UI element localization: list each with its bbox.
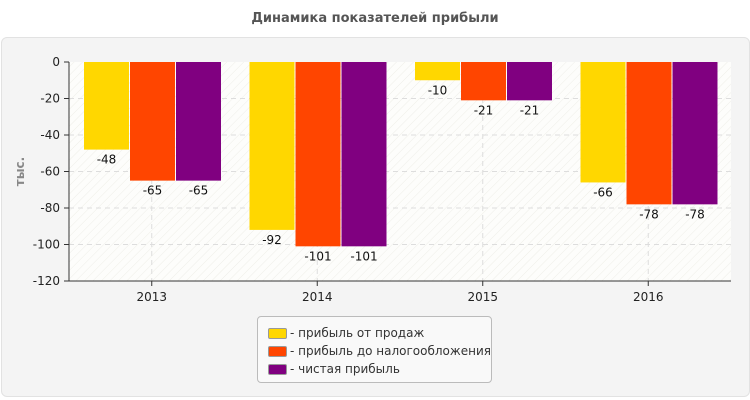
bar (176, 62, 221, 181)
bar (130, 62, 175, 181)
data-label: -21 (474, 103, 494, 117)
bar (84, 62, 129, 150)
y-tick-label: -60 (40, 165, 60, 179)
legend-swatch (268, 327, 287, 339)
y-tick-label: -40 (40, 128, 60, 142)
data-label: -92 (262, 233, 282, 247)
x-tick-label: 2013 (136, 290, 167, 304)
data-label: -65 (143, 184, 163, 198)
x-tick-label: 2016 (633, 290, 664, 304)
bar (295, 62, 341, 247)
y-axis-label: тыс. (13, 157, 27, 186)
bar (672, 62, 718, 205)
data-label: -48 (97, 153, 117, 167)
data-label: -21 (520, 103, 540, 117)
legend-label: - чистая прибыль (290, 362, 400, 376)
legend-item: - прибыль до налогообложения (268, 342, 491, 360)
bar (626, 62, 672, 205)
data-label: -10 (428, 83, 448, 97)
y-tick-label: -120 (33, 274, 60, 288)
legend: - прибыль от продаж - прибыль до налогоо… (257, 316, 492, 383)
y-tick-label: -20 (40, 92, 60, 106)
x-tick-label: 2014 (302, 290, 333, 304)
data-label: -66 (593, 185, 613, 199)
legend-item: - прибыль от продаж (268, 324, 491, 342)
bar (461, 62, 506, 101)
y-tick-label: -100 (33, 238, 60, 252)
bar (507, 62, 552, 101)
data-label: -101 (304, 249, 331, 263)
data-label: -65 (189, 184, 209, 198)
legend-label: - прибыль до налогообложения (290, 344, 491, 358)
data-label: -78 (639, 207, 659, 221)
bar (580, 62, 626, 183)
legend-item: - чистая прибыль (268, 360, 491, 378)
legend-label: - прибыль от продаж (290, 326, 425, 340)
y-tick-label: 0 (52, 55, 60, 69)
y-tick-label: -80 (40, 201, 60, 215)
data-label: -101 (350, 249, 377, 263)
bar (341, 62, 387, 247)
x-tick-label: 2015 (467, 290, 498, 304)
data-label: -78 (685, 207, 705, 221)
legend-swatch (268, 345, 287, 357)
legend-swatch (268, 363, 287, 375)
bar (415, 62, 460, 81)
chart-title: Динамика показателей прибыли (251, 11, 499, 26)
bar (249, 62, 295, 230)
